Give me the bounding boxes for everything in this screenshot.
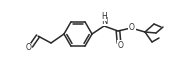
Text: O: O: [129, 23, 135, 31]
Text: O: O: [26, 42, 32, 52]
Text: O: O: [118, 40, 123, 50]
Text: H: H: [101, 12, 107, 21]
Text: N: N: [101, 16, 107, 26]
